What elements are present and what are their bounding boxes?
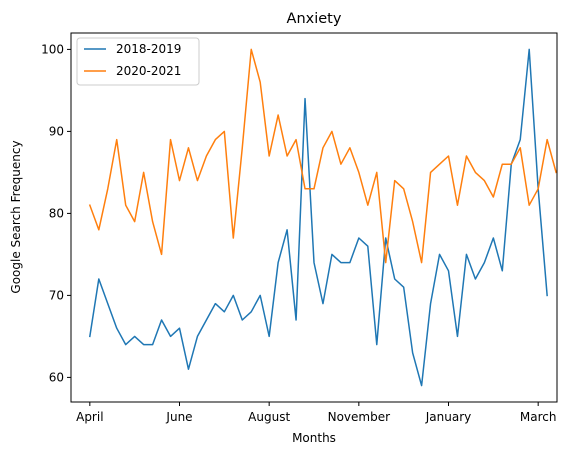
legend-label: 2020-2021 [116, 64, 181, 78]
x-tick-label: August [248, 410, 290, 424]
chart-title: Anxiety [287, 11, 342, 27]
plot-frame [70, 32, 558, 403]
x-axis-ticks: April June August November January March [76, 402, 556, 424]
x-tick-label: November [328, 410, 390, 424]
y-tick-label: 70 [49, 288, 64, 302]
plot-background [71, 33, 557, 402]
y-tick-label: 100 [41, 42, 64, 56]
x-tick-label: January [425, 410, 472, 424]
legend-box [76, 37, 200, 86]
y-tick-label: 90 [49, 124, 64, 138]
x-tick-label: June [165, 410, 192, 424]
series-layer [88, 48, 558, 387]
x-axis-label: Months [292, 431, 336, 445]
x-tick-label: April [76, 410, 103, 424]
legend-label: 2018-2019 [116, 42, 181, 56]
y-tick-label: 80 [49, 206, 64, 220]
y-tick-label: 60 [49, 370, 64, 384]
x-tick-label: March [520, 410, 557, 424]
y-axis-label: Google Search Frequency [9, 140, 23, 293]
series-line-2 [88, 48, 558, 264]
series-line-1 [88, 48, 548, 387]
legend: 2018-2019 2020-2021 [76, 37, 200, 86]
y-axis-ticks: 60 70 80 90 100 [41, 42, 71, 384]
